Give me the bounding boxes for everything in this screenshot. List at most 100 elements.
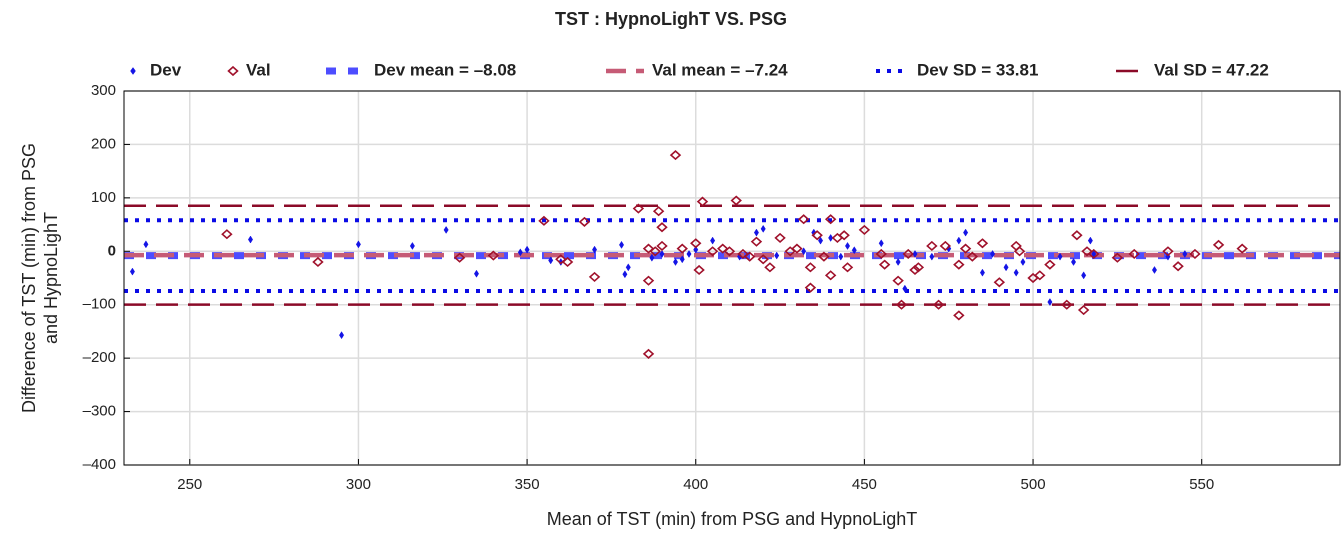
data-point <box>686 249 692 258</box>
data-point <box>706 246 719 257</box>
data-point <box>1044 259 1056 270</box>
data-point <box>487 250 500 261</box>
data-point <box>548 256 554 265</box>
data-point <box>1236 243 1248 254</box>
data-point <box>538 215 550 226</box>
data-point <box>764 262 776 273</box>
legend-label: Dev <box>150 60 182 79</box>
data-point <box>622 270 628 279</box>
data-point <box>990 249 996 258</box>
legend-label: Val SD = 47.22 <box>1154 60 1269 79</box>
data-point <box>656 240 668 252</box>
data-point <box>753 228 759 237</box>
data-point <box>656 222 668 233</box>
data-point <box>693 264 705 276</box>
data-point <box>355 240 361 249</box>
data-point <box>845 241 851 250</box>
data-point <box>143 240 149 249</box>
y-tick-label: –400 <box>83 456 116 473</box>
data-point <box>723 246 736 257</box>
data-point <box>841 262 854 273</box>
data-point <box>932 299 945 310</box>
data-point <box>1047 298 1053 307</box>
legend-label: Val mean = –7.24 <box>652 60 788 79</box>
data-point <box>838 230 850 241</box>
data-point <box>956 236 962 245</box>
data-point <box>858 224 871 235</box>
data-point <box>801 247 807 256</box>
data-point <box>744 251 756 262</box>
data-point <box>221 229 233 240</box>
legend-marker <box>130 67 136 75</box>
data-point <box>1081 271 1087 280</box>
chart-title: TST : HypnoLighT VS. PSG <box>555 9 787 29</box>
data-point <box>1003 263 1009 272</box>
x-tick-label: 250 <box>177 476 202 493</box>
data-point <box>811 230 823 241</box>
data-point <box>1182 249 1188 258</box>
x-tick-label: 400 <box>683 476 708 493</box>
x-axis-label: Mean of TST (min) from PSG and HypnoLigh… <box>547 509 918 529</box>
data-point <box>804 262 817 273</box>
y-tick-label: –100 <box>83 296 116 313</box>
data-point <box>774 251 780 260</box>
data-point <box>659 249 665 258</box>
data-point <box>517 248 523 257</box>
data-point <box>750 236 763 247</box>
data-point <box>1013 246 1026 257</box>
data-point <box>824 270 837 281</box>
data-point <box>1189 248 1201 260</box>
data-point <box>902 284 908 293</box>
data-point <box>696 196 709 207</box>
data-point <box>676 243 688 254</box>
data-point <box>939 240 952 252</box>
data-point <box>953 310 965 321</box>
data-point <box>693 245 699 254</box>
data-point <box>953 259 965 270</box>
data-point <box>929 252 935 261</box>
data-point <box>578 216 591 227</box>
x-tick-label: 450 <box>852 476 877 493</box>
data-point <box>902 248 914 260</box>
data-point <box>1088 248 1100 260</box>
data-point <box>339 331 345 340</box>
y-tick-label: –200 <box>83 349 116 366</box>
data-point <box>409 241 415 250</box>
x-tick-label: 500 <box>1021 476 1046 493</box>
x-tick-label: 550 <box>1189 476 1214 493</box>
data-point <box>818 251 830 262</box>
data-point <box>824 214 837 225</box>
data-point <box>979 268 985 277</box>
data-point <box>1151 266 1157 274</box>
data-point <box>963 228 969 237</box>
data-point <box>673 258 678 266</box>
data-point <box>926 240 938 252</box>
data-point <box>851 246 857 255</box>
data-point <box>247 235 253 244</box>
y-tick-label: 200 <box>91 135 116 152</box>
data-point <box>1010 240 1022 252</box>
data-point <box>1111 252 1124 263</box>
data-point <box>976 238 989 249</box>
data-point <box>959 243 972 254</box>
data-point <box>1077 304 1090 316</box>
data-point <box>632 203 645 214</box>
data-point <box>804 282 817 293</box>
data-point <box>892 275 904 286</box>
data-point <box>878 239 884 248</box>
data-point <box>443 225 449 234</box>
data-point <box>555 254 567 265</box>
data-point <box>895 258 901 266</box>
data-point <box>895 299 908 310</box>
x-tick-label: 350 <box>515 476 540 493</box>
data-point <box>1081 246 1093 257</box>
data-point <box>828 233 834 242</box>
data-point <box>649 253 655 262</box>
data-point <box>760 224 766 233</box>
data-point <box>797 214 810 225</box>
y-axis-label: Difference of TST (min) from PSG and Hypn… <box>19 143 61 413</box>
data-point <box>473 269 479 278</box>
data-point <box>757 254 769 265</box>
data-point <box>561 256 574 268</box>
data-point <box>791 243 803 254</box>
